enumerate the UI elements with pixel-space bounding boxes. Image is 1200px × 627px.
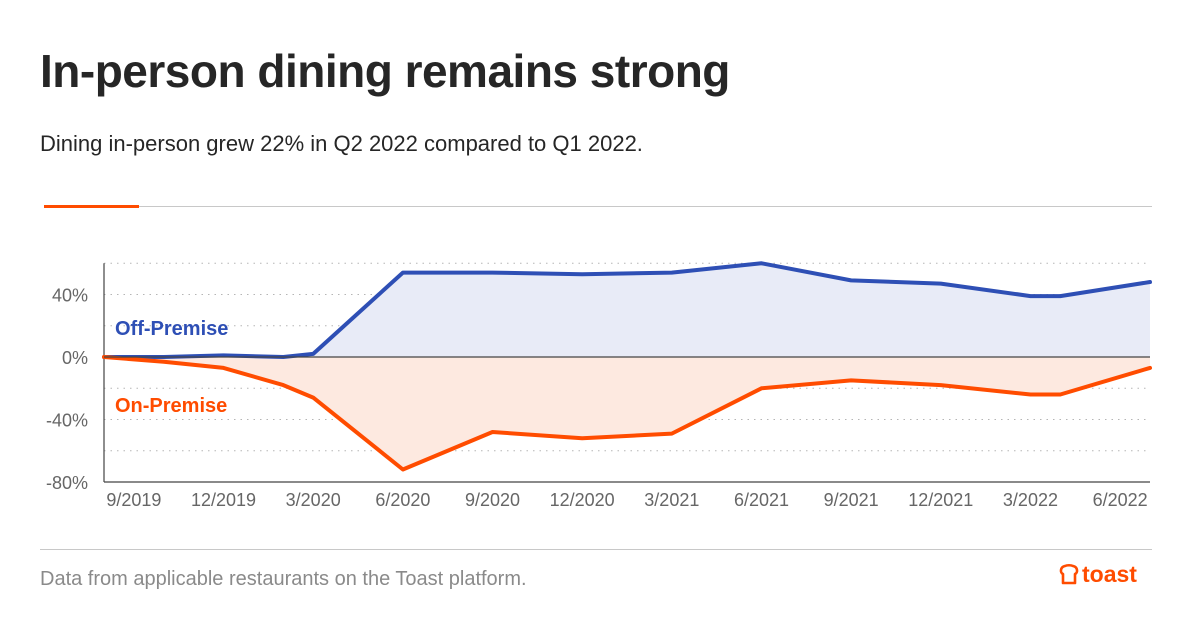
page-subtitle: Dining in-person grew 22% in Q2 2022 com… [40, 131, 643, 156]
bottom-divider [40, 549, 1152, 550]
series-area [104, 263, 1150, 357]
y-axis-labels: 40% 0% -40% -80% [46, 286, 88, 494]
x-tick-label: 3/2022 [1003, 490, 1058, 510]
toast-logo: toast [1058, 560, 1137, 588]
y-tick-label: -80% [46, 473, 88, 493]
x-tick-label: 6/2020 [375, 490, 430, 510]
x-tick-label: 9/2021 [824, 490, 879, 510]
series-label: On-Premise [115, 395, 227, 417]
y-tick-label: -40% [46, 411, 88, 431]
x-tick-label: 9/2020 [465, 490, 520, 510]
y-tick-label: 40% [52, 286, 88, 306]
chart-lines [102, 261, 1152, 472]
series-area [104, 357, 1150, 470]
x-tick-label: 6/2022 [1093, 490, 1148, 510]
top-divider [44, 206, 1152, 207]
accent-divider [44, 205, 139, 208]
series-line [102, 355, 1152, 472]
chart-areas [104, 263, 1150, 470]
x-tick-label: 6/2021 [734, 490, 789, 510]
x-axis-labels: 9/2019 12/2019 3/2020 6/2020 9/2020 12/2020 3/… [106, 490, 1147, 510]
toast-bread-icon [1059, 563, 1079, 585]
x-tick-label: 3/2020 [286, 490, 341, 510]
x-tick-label: 12/2020 [550, 490, 615, 510]
x-tick-label: 12/2021 [908, 490, 973, 510]
footnote: Data from applicable restaurants on the … [40, 568, 527, 590]
brand-name: toast [1082, 560, 1137, 587]
x-tick-label: 3/2021 [644, 490, 699, 510]
series-label: Off-Premise [115, 318, 228, 340]
y-tick-label: 0% [62, 348, 88, 368]
series-line [102, 261, 1152, 359]
page-title: In-person dining remains strong [40, 45, 730, 97]
x-tick-label: 9/2019 [106, 490, 161, 510]
x-tick-label: 12/2019 [191, 490, 256, 510]
series-labels: Off-Premise On-Premise [115, 318, 228, 417]
